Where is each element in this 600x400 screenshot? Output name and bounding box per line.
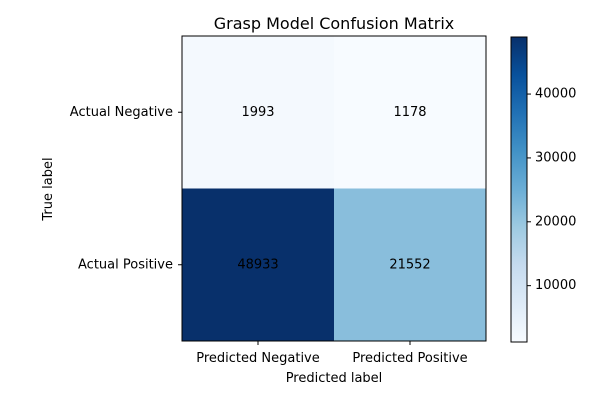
heatmap-cell — [182, 188, 334, 341]
colorbar-tick-label: 20000 — [535, 214, 576, 229]
x-axis-label: Predicted label — [286, 371, 383, 386]
heatmap-cell — [182, 36, 334, 189]
plot-frame — [181, 35, 487, 342]
colorbar-tick-label: 40000 — [535, 87, 576, 102]
cell-value-labels: 1993 1178 48933 21552 — [237, 105, 430, 273]
heatmap-cell — [334, 36, 486, 189]
y-tick-label: Actual Positive — [78, 257, 173, 272]
cell-value-label: 48933 — [237, 257, 278, 272]
chart-title: Grasp Model Confusion Matrix — [214, 14, 455, 33]
y-axis-ticks: Actual Negative Actual Positive — [70, 105, 182, 272]
cell-value-label: 21552 — [389, 257, 430, 272]
cell-value-label: 1178 — [393, 105, 426, 120]
colorbar-ticks: 10000 20000 30000 40000 — [527, 87, 576, 293]
y-tick-label: Actual Negative — [70, 105, 173, 120]
colorbar-tick-label: 10000 — [535, 278, 576, 293]
heatmap-cell — [334, 188, 486, 341]
x-tick-label: Predicted Positive — [352, 351, 467, 366]
y-axis-label: True label — [41, 157, 56, 221]
x-axis-ticks: Predicted Negative Predicted Positive — [196, 341, 468, 366]
colorbar-tick-label: 30000 — [535, 150, 576, 165]
cell-value-label: 1993 — [241, 105, 274, 120]
heatmap-cells — [182, 36, 486, 341]
x-tick-label: Predicted Negative — [196, 351, 320, 366]
colorbar — [510, 36, 528, 343]
